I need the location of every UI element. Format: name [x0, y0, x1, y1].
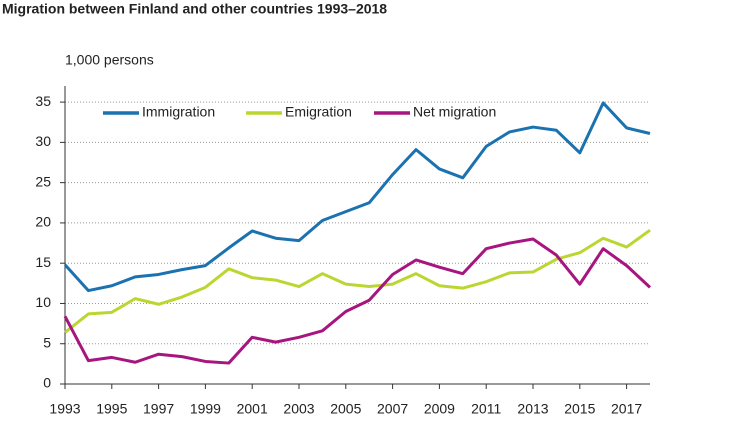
- x-tick-label: 2015: [564, 401, 595, 417]
- x-tick-label: 1995: [96, 401, 127, 417]
- legend-label: Immigration: [142, 104, 215, 120]
- y-tick-label: 35: [35, 93, 51, 109]
- y-tick-label: 5: [43, 334, 51, 350]
- x-tick-label: 2013: [517, 401, 548, 417]
- x-tick-label: 2009: [424, 401, 455, 417]
- legend-label: Net migration: [413, 104, 496, 120]
- y-tick-label: 20: [35, 214, 51, 230]
- line: [63, 237, 652, 365]
- y-tick-label: 15: [35, 254, 51, 270]
- x-tick-label: 2017: [611, 401, 642, 417]
- chart-title: Migration between Finland and other coun…: [2, 1, 387, 17]
- y-tick-label: 30: [35, 133, 51, 149]
- x-tick-label: 1993: [49, 401, 80, 417]
- x-tick-label: 2011: [471, 401, 501, 417]
- y-tick-label: 25: [35, 173, 51, 189]
- x-tick-label: 2005: [330, 401, 361, 417]
- line: [63, 101, 651, 293]
- x-tick-label: 1997: [143, 401, 174, 417]
- line: [64, 228, 651, 334]
- y-tick-label: 0: [43, 375, 51, 391]
- x-tick-label: 2003: [283, 401, 314, 417]
- x-tick-label: 1999: [190, 401, 221, 417]
- x-tick-label: 2001: [237, 401, 268, 417]
- x-tick-label: 2007: [377, 401, 408, 417]
- y-tick-label: 10: [35, 294, 51, 310]
- y-axis-label: 1,000 persons: [65, 52, 154, 68]
- legend-label: Emigration: [285, 104, 352, 120]
